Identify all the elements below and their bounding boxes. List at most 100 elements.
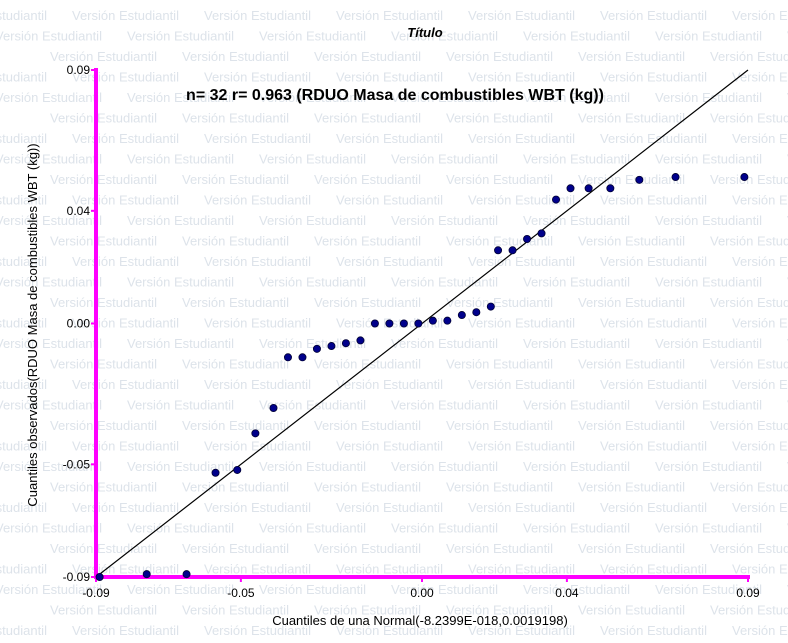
watermark-text: Versión Estudiantil <box>523 459 630 474</box>
watermark-text: Versión Estudiantil <box>127 275 234 290</box>
watermark-text: Versión Estudiantil <box>204 500 311 515</box>
ticks: -0.09 -0.05 0.00 0.04 0.09 -0.09 -0.05 0.00 0.04… <box>63 63 760 600</box>
watermark-text: Versión Estudiantil <box>732 562 788 577</box>
watermark-text: Versión Estudiantil <box>600 254 707 269</box>
watermark-text: Versión Estudiantil <box>50 111 157 126</box>
y-tick-label: 0.00 <box>67 317 91 331</box>
watermark-text: Versión Estudiantil <box>578 172 685 187</box>
watermark-text: Versión Estudiantil <box>0 398 102 413</box>
watermark-text: Versión Estudiantil <box>72 623 179 638</box>
watermark-text: Versión Estudiantil <box>732 623 788 638</box>
watermark-text: Versión Estudiantil <box>259 582 366 597</box>
watermark-text: Versión Estudiantil <box>336 254 443 269</box>
watermark-text: Versión Estudiantil <box>204 623 311 638</box>
watermark-text: Versión Estudiantil <box>127 398 234 413</box>
watermark-text: Versión Estudiantil <box>732 439 788 454</box>
watermark-text: Versión Estudiantil <box>127 90 234 105</box>
watermark-text: Versión Estudiantil <box>0 254 47 269</box>
data-point <box>356 336 365 345</box>
watermark-text: Versión Estudiantil <box>391 582 498 597</box>
watermark-text: Versión Estudiantil <box>182 295 289 310</box>
watermark-text: Versión Estudiantil <box>600 377 707 392</box>
watermark-text: Versión Estudiantil <box>446 480 553 495</box>
watermark-text: Versión Estudiantil <box>710 295 788 310</box>
data-point <box>552 195 561 204</box>
watermark-text: Versión Estudiantil <box>710 418 788 433</box>
watermark-text: Versión Estudiantil <box>710 234 788 249</box>
watermark-text: Versión Estudiantil <box>468 562 575 577</box>
watermark-text: Versión Estudiantil <box>314 357 421 372</box>
watermark-text: Versión Estudiantil <box>600 623 707 638</box>
watermark-text: Versión Estudiantil <box>523 336 630 351</box>
watermark-text: Versión Estudiantil <box>732 8 788 23</box>
watermark-text: Versión Estudiantil <box>446 234 553 249</box>
data-point <box>523 234 532 243</box>
data-point <box>537 229 546 238</box>
data-point <box>251 429 260 438</box>
watermark-text: Versión Estudiantil <box>523 275 630 290</box>
watermark-text: Versión Estudiantil <box>600 131 707 146</box>
watermark-text: Versión Estudiantil <box>0 8 47 23</box>
watermark-text: Versión Estudiantil <box>336 623 443 638</box>
watermark-text: Versión Estudiantil <box>0 29 102 44</box>
watermark-text: Versión Estudiantil <box>446 295 553 310</box>
watermark-text: Versión Estudiantil <box>600 316 707 331</box>
watermark-text: Versión Estudiantil <box>259 213 366 228</box>
watermark-text: Versión Estudiantil <box>72 316 179 331</box>
watermark-text: Versión Estudiantil <box>336 8 443 23</box>
x-tick-label: 0.09 <box>736 586 760 600</box>
watermark-text: Versión Estudiantil <box>578 418 685 433</box>
data-point <box>399 319 408 328</box>
watermark-text: Versión Estudiantil <box>72 193 179 208</box>
watermark-text: Versión Estudiantil <box>710 111 788 126</box>
watermark-text: Versión Estudiantil <box>50 172 157 187</box>
data-point <box>486 302 495 311</box>
correlation-annotation: n= 32 r= 0.963 (RDUO Masa de combustible… <box>186 87 604 104</box>
watermark-text: Versión Estudiantil <box>259 398 366 413</box>
watermark-text: Versión Estudiantil <box>391 521 498 536</box>
watermark-text: Versión Estudiantil <box>446 603 553 618</box>
watermark-text: Versión Estudiantil <box>655 152 762 167</box>
watermark-text: Versión Estudiantil <box>578 295 685 310</box>
watermark-text: Versión Estudiantil <box>523 582 630 597</box>
watermark-text: Versión Estudiantil <box>50 480 157 495</box>
watermark-text: Versión Estudiantil <box>732 70 788 85</box>
watermark-text: Versión Estudiantil <box>468 623 575 638</box>
watermark-text: Versión Estudiantil <box>655 275 762 290</box>
watermark-text: Versión Estudiantil <box>314 418 421 433</box>
watermark-text: Versión Estudiantil <box>50 49 157 64</box>
watermark-text: Versión Estudiantil <box>336 193 443 208</box>
watermark-text: Versión Estudiantil <box>732 131 788 146</box>
watermark-text: Versión Estudiantil <box>336 131 443 146</box>
watermark-text: Versión Estudiantil <box>578 357 685 372</box>
watermark-text: Versión Estudiantil <box>446 111 553 126</box>
watermark-text: Versión Estudiantil <box>336 377 443 392</box>
watermark-text: Versión Estudiantil <box>127 29 234 44</box>
watermark-text: Versión Estudiantil <box>0 316 47 331</box>
watermark-text: Versión Estudiantil <box>391 152 498 167</box>
y-tick-label: -0.09 <box>63 570 91 584</box>
watermark-text: Versión Estudiantil <box>600 500 707 515</box>
watermark-text: Versión Estudiantil <box>204 254 311 269</box>
data-point <box>472 308 481 317</box>
x-tick-label: 0.04 <box>555 586 579 600</box>
watermark-text: Versión Estudiantil <box>259 90 366 105</box>
watermark-text: Versión Estudiantil <box>578 111 685 126</box>
watermark-text: Versión Estudiantil <box>523 398 630 413</box>
watermark-text: Versión Estudiantil <box>391 336 498 351</box>
watermark-text: Versión Estudiantil <box>655 213 762 228</box>
watermark-text: Versión Estudiantil <box>0 193 47 208</box>
data-point <box>606 184 615 193</box>
watermark-text: Versión Estudiantil <box>446 49 553 64</box>
watermark-text: Versión Estudiantil <box>655 398 762 413</box>
data-point <box>494 246 503 255</box>
watermark-text: Versión Estudiantil <box>182 49 289 64</box>
watermark-text: Versión Estudiantil <box>204 131 311 146</box>
data-point <box>142 570 151 579</box>
watermark-text: Versión Estudiantil <box>127 336 234 351</box>
watermark-text: Versión Estudiantil <box>655 336 762 351</box>
watermark-text: Versión Estudiantil <box>468 377 575 392</box>
watermark-text: Versión Estudiantil <box>523 29 630 44</box>
watermark-text: Versión Estudiantil <box>314 49 421 64</box>
